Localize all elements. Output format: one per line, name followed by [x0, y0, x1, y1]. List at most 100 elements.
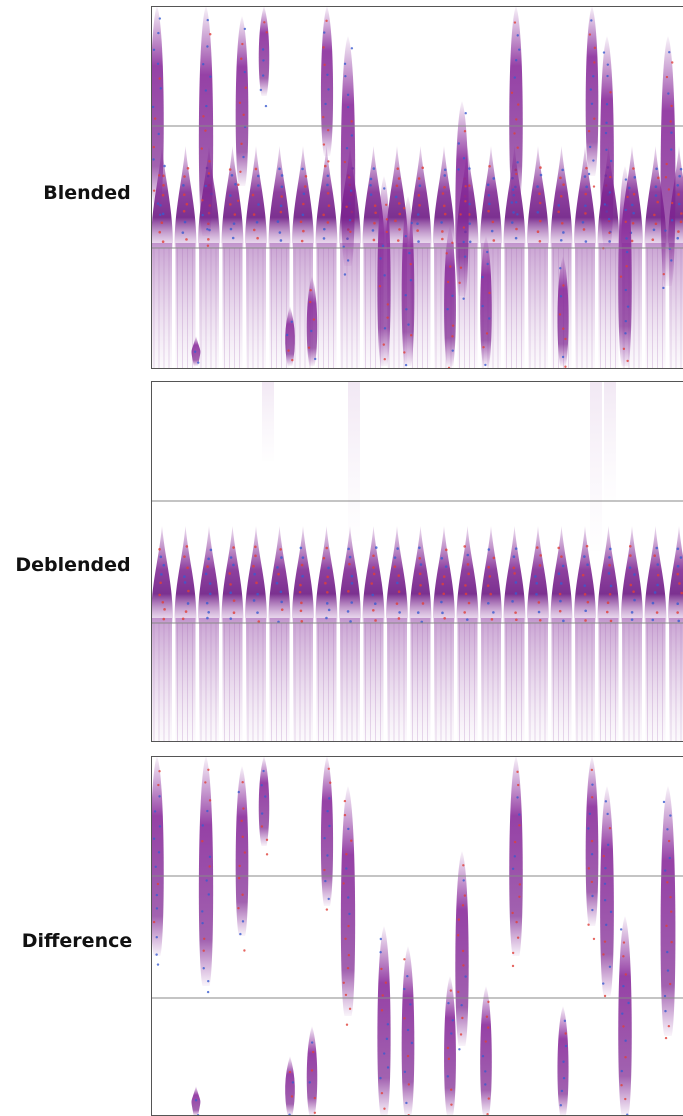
event-speck	[153, 838, 155, 840]
blend-event	[377, 926, 390, 1116]
event-speck	[588, 173, 590, 175]
event-speck	[623, 375, 625, 377]
event-speck	[232, 564, 235, 567]
event-speck	[156, 936, 158, 938]
event-speck	[234, 183, 237, 186]
event-speck	[467, 573, 470, 576]
event-speck	[162, 601, 165, 604]
event-speck	[405, 235, 407, 237]
event-speck	[310, 289, 312, 291]
event-speck	[229, 168, 232, 171]
event-speck	[348, 563, 351, 566]
event-speck	[202, 63, 204, 65]
event-speck	[277, 573, 280, 576]
event-speck	[670, 105, 672, 107]
event-speck	[156, 907, 158, 909]
event-speck	[153, 146, 155, 148]
event-speck	[159, 77, 161, 79]
event-speck	[231, 174, 234, 177]
event-speck	[487, 183, 490, 186]
event-speck	[194, 351, 196, 353]
event-speck	[396, 602, 399, 605]
event-speck	[591, 881, 593, 883]
event-speck	[206, 602, 209, 605]
event-speck	[370, 178, 373, 181]
event-speck	[300, 547, 303, 550]
event-speck	[622, 985, 624, 987]
event-speck	[608, 556, 611, 559]
event-speck	[207, 238, 210, 241]
event-speck	[621, 1012, 623, 1014]
event-speck	[203, 949, 205, 951]
event-speck	[155, 866, 157, 868]
figure: Blended Deblended Difference	[0, 0, 683, 1116]
event-speck	[418, 546, 421, 549]
event-speck	[632, 222, 635, 225]
residual	[348, 381, 360, 541]
event-speck	[351, 575, 354, 578]
event-speck	[516, 796, 518, 798]
event-speck	[158, 174, 160, 176]
event-speck	[379, 285, 381, 287]
event-speck	[155, 953, 157, 955]
event-speck	[387, 303, 389, 305]
event-speck	[326, 810, 328, 812]
event-speck	[313, 318, 315, 320]
event-speck	[667, 92, 669, 94]
event-speck	[452, 349, 454, 351]
event-speck	[262, 74, 264, 76]
event-speck	[398, 617, 401, 620]
event-speck	[327, 567, 330, 570]
event-speck	[210, 549, 213, 552]
event-speck	[205, 573, 208, 576]
event-speck	[440, 221, 443, 224]
event-speck	[241, 894, 243, 896]
event-speck	[374, 204, 377, 207]
event-speck	[446, 308, 448, 310]
event-speck	[582, 221, 585, 224]
event-speck	[441, 583, 444, 586]
event-speck	[486, 1016, 488, 1018]
event-speck	[416, 222, 419, 225]
event-speck	[373, 167, 376, 170]
event-speck	[586, 563, 589, 566]
event-speck	[656, 563, 659, 566]
event-speck	[205, 89, 207, 91]
event-speck	[416, 229, 419, 232]
event-speck	[256, 593, 259, 596]
blend-event	[455, 101, 468, 296]
event-speck	[326, 854, 328, 856]
event-speck	[514, 611, 517, 614]
event-speck	[162, 184, 165, 187]
event-speck	[560, 295, 562, 297]
event-speck	[584, 593, 587, 596]
event-speck	[405, 308, 407, 310]
event-speck	[515, 118, 517, 120]
event-speck	[620, 928, 622, 930]
event-speck	[487, 602, 490, 605]
event-speck	[560, 582, 563, 585]
event-speck	[347, 94, 349, 96]
event-speck	[410, 334, 412, 336]
event-speck	[202, 824, 204, 826]
page: Blended Deblended Difference (() => { co…	[0, 0, 683, 1116]
event-speck	[185, 238, 188, 241]
event-speck	[324, 165, 327, 168]
event-speck	[209, 582, 212, 585]
event-speck	[605, 122, 607, 124]
event-speck	[161, 221, 164, 224]
event-speck	[387, 1023, 389, 1025]
event-speck	[266, 839, 268, 841]
event-speck	[394, 220, 397, 223]
event-speck	[292, 1081, 294, 1083]
event-speck	[665, 176, 667, 178]
blend-event	[199, 6, 213, 236]
event-speck	[557, 204, 560, 207]
event-speck	[451, 242, 453, 244]
event-speck	[310, 330, 312, 332]
event-speck	[677, 565, 680, 568]
event-speck	[663, 801, 665, 803]
event-speck	[584, 609, 587, 612]
event-speck	[323, 31, 325, 33]
event-speck	[460, 1004, 462, 1006]
